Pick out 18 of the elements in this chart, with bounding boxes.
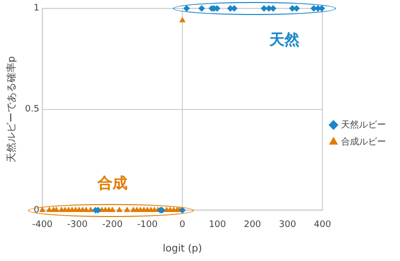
annotation: 合成 [96, 174, 128, 192]
x-tick-label: 300 [278, 220, 296, 230]
legend-label: 合成ルビー [341, 136, 386, 148]
x-tick-label: -300 [67, 220, 88, 230]
x-tick-label: 0 [180, 220, 186, 230]
y-tick-label: 1 [34, 4, 40, 14]
x-tick-label: -200 [102, 220, 123, 230]
x-tick-label: 400 [314, 220, 332, 230]
x-axis-title: logit (p) [162, 244, 202, 255]
y-tick-label: 0.5 [24, 104, 40, 115]
y-axis-title: 天然ルビーである確率p [6, 56, 18, 162]
y-tick-label: 0 [34, 206, 40, 216]
x-tick-label: 100 [208, 220, 226, 230]
legend-label: 天然ルビー [341, 119, 386, 130]
x-tick-label: 200 [244, 220, 262, 230]
x-tick-label: -100 [137, 220, 158, 230]
x-tick-label: -400 [32, 220, 53, 230]
annotation: 天然 [268, 30, 300, 48]
